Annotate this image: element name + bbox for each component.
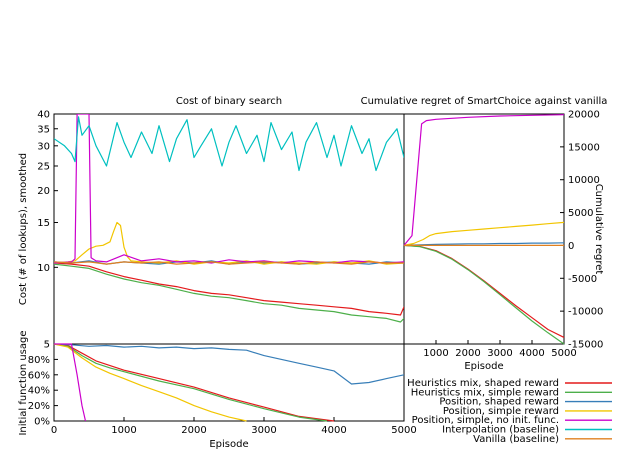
usage-y-axis-label: Initial function usage (18, 330, 29, 435)
cost-plot-frame (53, 113, 405, 345)
regret-series-group (403, 114, 565, 345)
usage-y-tick-label: 0% (34, 417, 50, 428)
cost-series-3 (54, 221, 404, 265)
cost-y-axis-label: Cost (# of lookups), smoothed (18, 153, 29, 305)
legend-label: Heuristics mix, simple reward (411, 387, 559, 398)
usage-x-tick-label: 1000 (111, 425, 136, 436)
legend-label: Position, simple, no init. func. (412, 415, 559, 426)
cost-chart-title: Cost of binary search (176, 96, 282, 107)
regret-y-tick-label: 15000 (568, 142, 600, 153)
regret-series-3 (403, 221, 565, 246)
cost-series-6 (54, 261, 404, 265)
cost-series-group (54, 114, 404, 323)
usage-y-tick-label: 20% (28, 401, 50, 412)
cost-y-tick-label: 10 (37, 263, 50, 274)
cost-y-tick-label: 40 (37, 110, 50, 121)
usage-x-tick-label: 0 (51, 425, 57, 436)
legend-label: Interpolation (baseline) (442, 425, 559, 436)
usage-x-tick-label: 2000 (181, 425, 206, 436)
usage-plot-frame (53, 343, 405, 422)
usage-x-axis-label: Episode (209, 439, 248, 450)
cost-y-tick-label: 35 (37, 124, 50, 135)
regret-series-1 (403, 244, 565, 345)
regret-plot-frame (403, 113, 565, 345)
usage-x-tick-label: 4000 (321, 425, 346, 436)
regret-chart-title: Cumulative regret of SmartChoice against… (361, 96, 608, 107)
legend-label: Position, simple reward (443, 406, 559, 417)
cost-y-tick-label: 20 (37, 186, 50, 197)
usage-y-tick-label: 60% (28, 370, 50, 381)
regret-y-tick-label: 10000 (568, 175, 600, 186)
regret-y-axis-label: Cumulative regret (593, 184, 604, 275)
cost-y-tick-label: 25 (37, 161, 50, 172)
regret-x-tick-label: 2000 (455, 348, 480, 359)
usage-ticks: 0% 20% 40% 60% 80% 0 1000 2000 3000 4000 5000 (28, 355, 417, 436)
legend-label: Vanilla (baseline) (473, 434, 559, 445)
regret-series-0 (403, 244, 565, 338)
usage-series-3 (53, 343, 247, 422)
usage-series-4 (54, 343, 87, 422)
regret-y-tick-label: 20000 (568, 110, 600, 121)
cost-y-tick-label: 15 (37, 218, 50, 229)
usage-series-0 (53, 343, 335, 422)
regret-x-tick-label: 4000 (519, 348, 544, 359)
regret-x-tick-label: 5000 (551, 348, 576, 359)
regret-y-tick-label: -5000 (568, 274, 597, 285)
usage-series-2 (53, 343, 405, 385)
usage-y-tick-label: 40% (28, 386, 50, 397)
cost-y-tick-label: 5 (44, 340, 50, 351)
cost-y-tick-label: 30 (37, 141, 50, 152)
cost-series-1 (54, 263, 404, 323)
regret-ticks: -15000 -10000 -5000 0 5000 10000 15000 20000 100… (423, 110, 603, 360)
usage-series-1 (53, 343, 328, 422)
legend: Heuristics mix, shaped rewardHeuristics … (407, 378, 612, 445)
regret-y-tick-label: -10000 (568, 307, 603, 318)
regret-series-2 (403, 242, 565, 246)
legend-label: Position, shaped reward (439, 397, 559, 408)
cost-series-0 (54, 262, 404, 316)
regret-y-tick-label: 0 (568, 241, 574, 252)
regret-y-tick-label: -15000 (568, 340, 603, 351)
regret-y-tick-label: 5000 (568, 208, 593, 219)
usage-x-tick-label: 3000 (251, 425, 276, 436)
legend-label: Heuristics mix, shaped reward (407, 378, 559, 389)
regret-series-4 (403, 114, 565, 246)
usage-y-tick-label: 80% (28, 355, 50, 366)
cost-y-ticks: 5 10 15 20 25 30 35 40 (37, 110, 58, 351)
cost-series-4 (54, 114, 404, 264)
regret-x-axis-label: Episode (464, 361, 503, 372)
usage-x-tick-label: 5000 (391, 425, 416, 436)
regret-x-tick-label: 1000 (423, 348, 448, 359)
cost-series-5 (54, 116, 404, 172)
regret-x-tick-label: 3000 (487, 348, 512, 359)
usage-series-group (53, 343, 405, 422)
